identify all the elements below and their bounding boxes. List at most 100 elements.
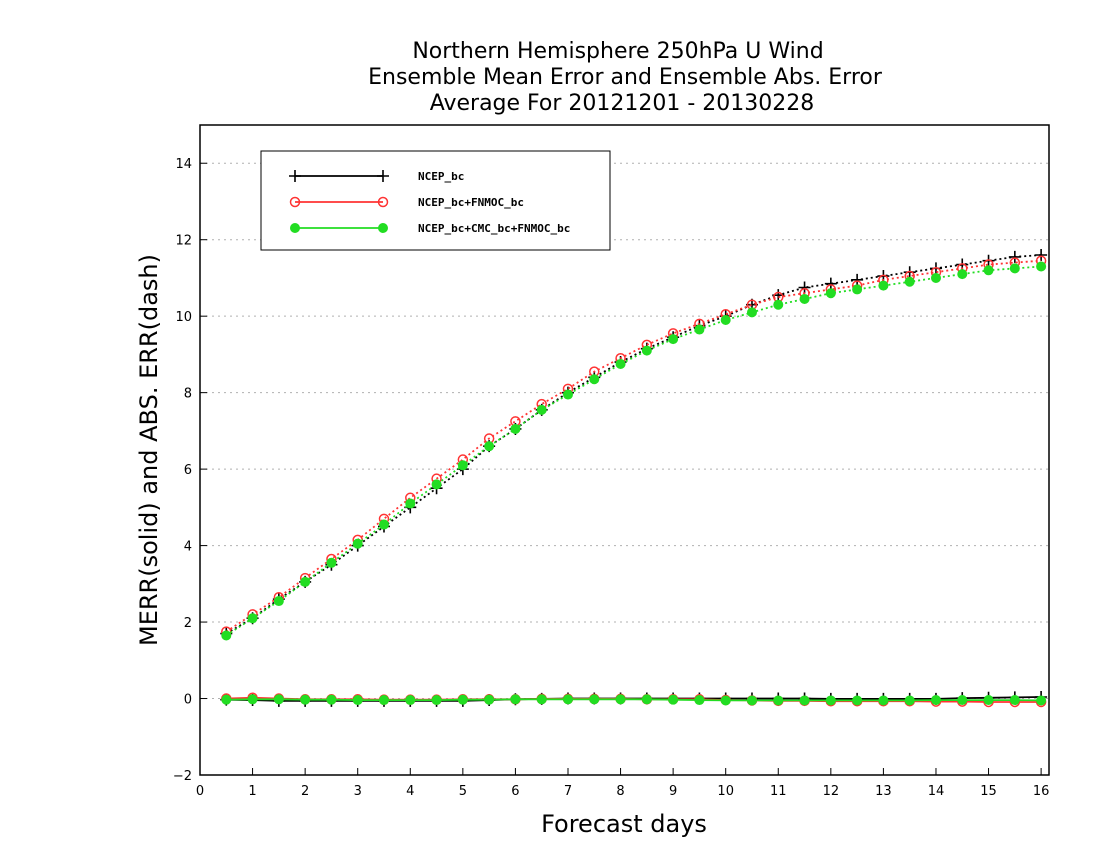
abs-err-point-ncep-bc-cmc-bc-fnmoc-bc: [957, 269, 968, 280]
x-tick-label: 6: [511, 784, 519, 799]
mean-err-point-ncep-bc-cmc-bc-fnmoc-bc: [825, 695, 836, 706]
legend: NCEP_bc NCEP_bc+FNMOC_bc NCEP_bc+CMC_bc+FN…: [260, 150, 611, 251]
x-tick-label: 16: [1033, 784, 1050, 799]
x-tick-label: 7: [564, 784, 572, 799]
x-tick-label: 4: [406, 784, 414, 799]
mean-err-point-ncep-bc-cmc-bc-fnmoc-bc: [746, 695, 757, 706]
y-tick-label: 12: [175, 234, 192, 249]
abs-err-point-ncep-bc-cmc-bc-fnmoc-bc: [300, 576, 311, 587]
series-line-abs-err-ncep-bc: [225, 254, 1042, 635]
x-tick-label: 15: [980, 784, 997, 799]
abs-err-point-ncep-bc-cmc-bc-fnmoc-bc: [694, 324, 705, 335]
title-line-2: Ensemble Mean Error and Ensemble Abs. Er…: [368, 65, 883, 90]
x-tick-label: 14: [928, 784, 945, 799]
x-tick-label: 1: [248, 784, 256, 799]
x-axis-label: Forecast days: [541, 810, 707, 838]
x-tick-label: 0: [196, 784, 204, 799]
abs-err-point-ncep-bc-cmc-bc-fnmoc-bc: [378, 519, 389, 530]
abs-err-point-ncep-bc: [851, 273, 864, 286]
abs-err-point-ncep-bc: [1008, 250, 1021, 263]
mean-err-point-ncep-bc-cmc-bc-fnmoc-bc: [720, 695, 731, 706]
abs-err-point-ncep-bc-cmc-bc-fnmoc-bc: [536, 404, 547, 415]
mean-err-point-ncep-bc-cmc-bc-fnmoc-bc: [668, 694, 679, 705]
legend-marker-right-ncep-bc-cmc-bc-fnmoc-bc: [378, 223, 388, 233]
mean-err-point-ncep-bc-cmc-bc-fnmoc-bc: [352, 695, 363, 706]
abs-err-point-ncep-bc-cmc-bc-fnmoc-bc: [878, 280, 889, 291]
legend-label-ncep-bc-fnmoc-bc: NCEP_bc+FNMOC_bc: [418, 196, 524, 209]
abs-err-point-ncep-bc-cmc-bc-fnmoc-bc: [589, 374, 600, 385]
mean-err-point-ncep-bc-cmc-bc-fnmoc-bc: [457, 694, 468, 705]
mean-err-point-ncep-bc-cmc-bc-fnmoc-bc: [221, 694, 232, 705]
mean-err-point-ncep-bc-cmc-bc-fnmoc-bc: [983, 695, 994, 706]
abs-err-point-ncep-bc-cmc-bc-fnmoc-bc: [746, 307, 757, 318]
mean-err-point-ncep-bc-cmc-bc-fnmoc-bc: [878, 695, 889, 706]
abs-err-point-ncep-bc-cmc-bc-fnmoc-bc: [326, 557, 337, 568]
legend-label-ncep-bc-cmc-bc-fnmoc-bc: NCEP_bc+CMC_bc+FNMOC_bc: [418, 222, 570, 235]
legend-box: [260, 150, 611, 251]
y-tick-label: 14: [175, 157, 192, 172]
plot-frame: [199, 124, 1050, 776]
legend-marker-left-ncep-bc-cmc-bc-fnmoc-bc: [290, 223, 300, 233]
title-line-3: Average For 20121201 - 20130228: [430, 91, 815, 116]
mean-err-point-ncep-bc-cmc-bc-fnmoc-bc: [405, 695, 416, 706]
abs-err-point-ncep-bc-cmc-bc-fnmoc-bc: [799, 293, 810, 304]
series-layer: [220, 249, 1048, 708]
abs-err-point-ncep-bc-cmc-bc-fnmoc-bc: [510, 423, 521, 434]
abs-err-point-ncep-bc-cmc-bc-fnmoc-bc: [405, 498, 416, 509]
x-tick-label: 8: [616, 784, 624, 799]
mean-err-point-ncep-bc-cmc-bc-fnmoc-bc: [1036, 695, 1047, 706]
mean-err-point-ncep-bc-cmc-bc-fnmoc-bc: [300, 694, 311, 705]
mean-err-point-ncep-bc-cmc-bc-fnmoc-bc: [852, 695, 863, 706]
abs-err-point-ncep-bc-cmc-bc-fnmoc-bc: [641, 345, 652, 356]
abs-err-point-ncep-bc-cmc-bc-fnmoc-bc: [852, 284, 863, 295]
mean-err-point-ncep-bc-cmc-bc-fnmoc-bc: [957, 695, 968, 706]
abs-err-point-ncep-bc-cmc-bc-fnmoc-bc: [352, 538, 363, 549]
mean-err-point-ncep-bc-cmc-bc-fnmoc-bc: [799, 695, 810, 706]
x-tick-label: 10: [717, 784, 734, 799]
abs-err-point-ncep-bc-cmc-bc-fnmoc-bc: [484, 441, 495, 452]
mean-err-point-ncep-bc-cmc-bc-fnmoc-bc: [930, 695, 941, 706]
abs-err-point-ncep-bc-cmc-bc-fnmoc-bc: [431, 479, 442, 490]
legend-marker-left-ncep-bc: [289, 170, 301, 182]
mean-err-point-ncep-bc-cmc-bc-fnmoc-bc: [615, 694, 626, 705]
series-line-abs-err-ncep-bc-cmc-bc-fnmoc-bc: [225, 265, 1042, 637]
abs-err-point-ncep-bc-cmc-bc-fnmoc-bc: [825, 288, 836, 299]
abs-err-point-ncep-bc-cmc-bc-fnmoc-bc: [562, 389, 573, 400]
abs-err-point-ncep-bc-cmc-bc-fnmoc-bc: [1036, 261, 1047, 272]
y-tick-label: 8: [184, 387, 192, 402]
y-tick-label: 4: [184, 540, 192, 555]
abs-err-point-ncep-bc: [1035, 249, 1048, 261]
mean-err-point-ncep-bc-cmc-bc-fnmoc-bc: [773, 695, 784, 706]
abs-err-point-ncep-bc-cmc-bc-fnmoc-bc: [983, 265, 994, 276]
legend-label-ncep-bc: NCEP_bc: [418, 170, 464, 183]
abs-err-point-ncep-bc: [824, 277, 837, 290]
y-tick-label: −2: [173, 769, 192, 784]
abs-err-point-ncep-bc-cmc-bc-fnmoc-bc: [247, 613, 258, 624]
grid-lines: [200, 162, 1049, 776]
abs-err-point-ncep-bc: [798, 281, 811, 294]
abs-err-point-ncep-bc-cmc-bc-fnmoc-bc: [773, 299, 784, 310]
legend-marker-right-ncep-bc: [377, 170, 389, 182]
abs-err-point-ncep-bc-cmc-bc-fnmoc-bc: [457, 460, 468, 471]
mean-err-point-ncep-bc-cmc-bc-fnmoc-bc: [589, 694, 600, 705]
mean-err-point-ncep-bc-cmc-bc-fnmoc-bc: [562, 694, 573, 705]
y-tick-label: 2: [184, 616, 192, 631]
y-axis-label: MERR(solid) and ABS. ERR(dash): [135, 254, 163, 646]
mean-err-point-ncep-bc-cmc-bc-fnmoc-bc: [641, 694, 652, 705]
x-tick-label: 11: [770, 784, 787, 799]
mean-err-point-ncep-bc-cmc-bc-fnmoc-bc: [904, 695, 915, 706]
abs-err-point-ncep-bc-cmc-bc-fnmoc-bc: [1009, 263, 1020, 274]
x-tick-label: 13: [875, 784, 892, 799]
abs-err-point-ncep-bc-cmc-bc-fnmoc-bc: [904, 276, 915, 287]
x-tick-label: 12: [823, 784, 840, 799]
mean-err-point-ncep-bc-cmc-bc-fnmoc-bc: [1009, 695, 1020, 706]
abs-err-point-ncep-bc-cmc-bc-fnmoc-bc: [668, 334, 679, 345]
series-line-abs-err-ncep-bc-fnmoc-bc: [225, 259, 1042, 633]
abs-err-point-ncep-bc-cmc-bc-fnmoc-bc: [930, 272, 941, 283]
mean-err-point-ncep-bc-cmc-bc-fnmoc-bc: [484, 694, 495, 705]
mean-err-point-ncep-bc-cmc-bc-fnmoc-bc: [536, 694, 547, 705]
x-tick-label: 5: [459, 784, 467, 799]
legend-marker-right-ncep-bc-fnmoc-bc: [377, 196, 389, 208]
